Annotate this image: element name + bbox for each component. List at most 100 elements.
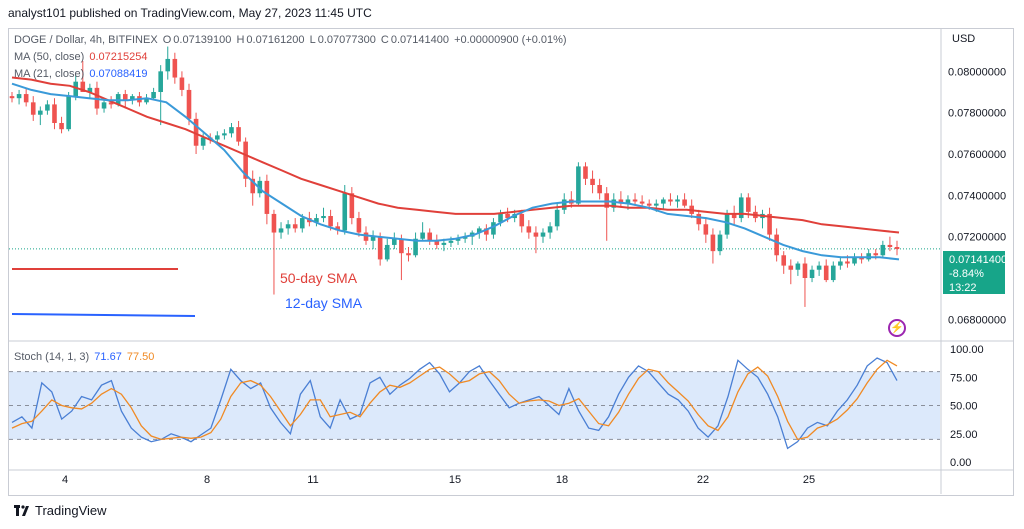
- candle-body: [498, 213, 503, 223]
- candle-body: [519, 213, 525, 227]
- last-price-tag: 0.07141400 -8.84% 13:22: [943, 251, 1008, 294]
- candle-body: [151, 92, 156, 99]
- candle-body: [250, 178, 256, 194]
- stoch-k-value: 71.67: [94, 351, 122, 363]
- price-tick-label: 0.07800000: [948, 108, 1006, 120]
- high-value: 0.07161200: [246, 34, 305, 46]
- candle-body: [30, 102, 36, 115]
- publisher-line: analyst101 published on TradingView.com,…: [8, 6, 372, 20]
- price-tick-label: 0.07200000: [948, 232, 1006, 244]
- candle-body: [462, 236, 468, 239]
- candle-body: [363, 232, 369, 241]
- candle-body: [271, 213, 277, 233]
- candle-body: [158, 71, 163, 92]
- candle-body: [172, 58, 178, 78]
- candle-body: [427, 232, 433, 241]
- candle-body: [392, 238, 397, 245]
- candle-body: [236, 127, 241, 142]
- candle-body: [894, 247, 900, 250]
- footer: TradingView: [14, 503, 107, 518]
- ma50-label: MA (50, close): [14, 51, 85, 63]
- price-tick-label: 0.07400000: [948, 190, 1006, 202]
- last-price: 0.07141400: [949, 254, 1008, 266]
- candle-body: [115, 94, 121, 105]
- candle-body: [859, 257, 864, 260]
- candle-body: [533, 232, 539, 237]
- candle-body: [321, 216, 326, 219]
- candle-body: [455, 238, 461, 241]
- candle-body: [717, 234, 723, 252]
- candle-body: [639, 201, 645, 204]
- candle-body: [52, 104, 57, 123]
- candle-body: [130, 96, 135, 101]
- candle-body: [413, 238, 418, 256]
- candle-body: [561, 199, 567, 210]
- candle-body: [484, 228, 489, 235]
- candle-body: [724, 213, 730, 235]
- candle-body: [59, 123, 64, 130]
- candle-body: [703, 224, 709, 235]
- candle-body: [328, 216, 333, 227]
- stoch-tick-label: 75.00: [950, 372, 978, 384]
- candle-body: [668, 199, 673, 202]
- stoch-tick-label: 50.00: [950, 401, 978, 413]
- stoch-label: Stoch (14, 1, 3): [14, 351, 90, 363]
- stoch-k-line: [11, 357, 898, 450]
- ma21-line: [11, 82, 900, 261]
- candle-body: [229, 127, 234, 134]
- candle-body: [597, 185, 602, 194]
- ma50-annotation: 50-day SMA: [280, 270, 358, 286]
- open-label: O: [162, 34, 172, 46]
- time-tick-label: 25: [803, 474, 815, 486]
- candle-body: [179, 77, 185, 90]
- stoch-tick-label: 100.00: [950, 344, 984, 356]
- candle-body: [80, 81, 86, 92]
- candle-body: [299, 218, 305, 229]
- candle-body: [215, 135, 220, 140]
- candle-body: [802, 263, 808, 278]
- candle-body: [830, 265, 836, 281]
- candle-body: [335, 226, 340, 231]
- candle-body: [406, 253, 411, 256]
- candle-body: [314, 218, 319, 223]
- chart-frame: [8, 28, 1014, 496]
- candle-body: [9, 96, 15, 99]
- candle-body: [87, 87, 93, 92]
- candle-body: [144, 98, 149, 103]
- candle-body: [852, 257, 857, 264]
- candle-body: [661, 199, 666, 204]
- candle-body: [370, 236, 376, 241]
- candle-body: [441, 242, 447, 245]
- time-tick-label: 22: [697, 474, 709, 486]
- candle-body: [653, 203, 659, 206]
- candle-body: [186, 89, 192, 119]
- candle-body: [795, 263, 801, 270]
- ma21-label: MA (21, close): [14, 68, 85, 80]
- candle-body: [767, 213, 772, 235]
- footer-brand: TradingView: [35, 503, 107, 518]
- candle-body: [16, 94, 22, 99]
- ma50-legend: MA (50, close) 0.07215254: [14, 51, 150, 63]
- candle-body: [738, 197, 744, 219]
- candle-body: [264, 180, 270, 214]
- candle-body: [243, 141, 248, 179]
- candle-body: [823, 265, 829, 281]
- candle-body: [540, 232, 546, 237]
- candle-body: [554, 209, 560, 227]
- stoch-d-line: [11, 359, 898, 441]
- ma21-annotation: 12-day SMA: [285, 295, 363, 311]
- candle-body: [384, 244, 390, 260]
- candle-body: [710, 234, 716, 252]
- candle-body: [108, 102, 114, 105]
- candle-body: [23, 94, 29, 103]
- candle-body: [675, 199, 680, 202]
- candle-body: [774, 234, 779, 256]
- candle-body: [809, 269, 815, 278]
- lightning-icon[interactable]: ⚡: [888, 319, 906, 337]
- candle-body: [200, 137, 206, 146]
- high-label: H: [236, 34, 245, 46]
- candle-body: [781, 255, 787, 266]
- candle-body: [476, 228, 482, 233]
- time-tick-label: 18: [556, 474, 568, 486]
